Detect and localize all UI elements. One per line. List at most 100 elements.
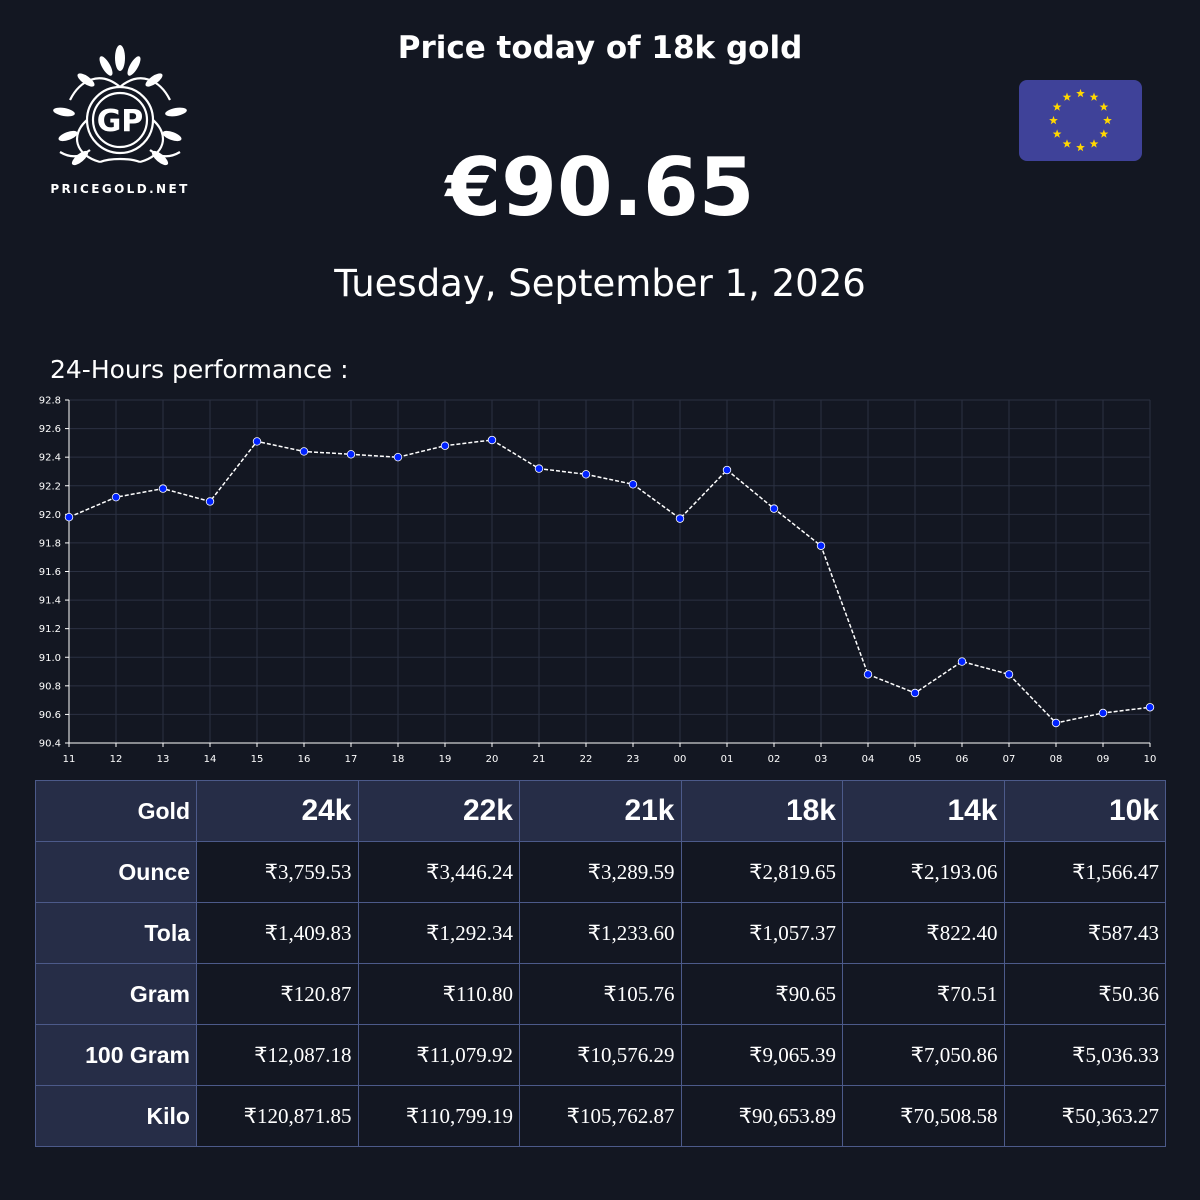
star-icon: [1049, 115, 1058, 125]
x-tick-label: 22: [580, 754, 593, 765]
data-point: [581, 470, 591, 479]
column-header: 24k: [196, 780, 359, 842]
data-point: [158, 484, 168, 493]
x-tick-label: 12: [110, 754, 123, 765]
star-icon: [1052, 102, 1062, 111]
table-cell: ₹90.65: [680, 963, 843, 1025]
y-tick-label: 90.4: [39, 739, 61, 750]
y-tick-label: 91.0: [39, 653, 61, 664]
price-line-chart: 92.8 92.6 92.4 92.2 92.0 91.8 91.6 91.4 91.2 91.0…: [39, 396, 1157, 766]
data-point: [1145, 703, 1155, 712]
x-tick-label: 08: [1050, 754, 1063, 765]
table-cell: ₹90,653.89: [680, 1085, 843, 1147]
table-row: Kilo ₹120,871.85 ₹110,799.19 ₹105,762.87…: [35, 1085, 1166, 1147]
data-point: [487, 435, 497, 445]
table-cell: ₹1,292.34: [357, 902, 520, 964]
price-date: Tuesday, September 1, 2026: [334, 262, 866, 305]
star-icon: [1076, 142, 1085, 152]
x-tick-label: 20: [486, 754, 499, 765]
column-header: 22k: [357, 780, 520, 842]
table-cell: ₹3,759.53: [196, 841, 359, 903]
x-tick-label: 02: [768, 754, 781, 765]
table-header-row: Gold 24k 22k 21k 18k 14k 10k: [35, 780, 1166, 842]
table-corner-header: Gold: [35, 780, 197, 842]
x-tick-label: 05: [909, 754, 922, 765]
data-point: [675, 514, 685, 523]
y-tick-label: 92.4: [39, 453, 61, 464]
star-icon: [1076, 88, 1085, 98]
y-tick-label: 90.6: [39, 710, 61, 721]
table-cell: ₹2,193.06: [842, 841, 1005, 903]
table-cell: ₹120,871.85: [196, 1085, 359, 1147]
data-point: [299, 447, 309, 456]
y-tick-label: 92.0: [39, 510, 61, 521]
wreath-icon: GP: [53, 45, 187, 166]
table-cell: ₹3,289.59: [519, 841, 682, 903]
table-cell: ₹10,576.29: [519, 1024, 682, 1086]
table-cell: ₹11,079.92: [357, 1024, 520, 1086]
star-icon: [1052, 129, 1062, 138]
table-row: 100 Gram ₹12,087.18 ₹11,079.92 ₹10,576.2…: [35, 1024, 1166, 1086]
logo-monogram: GP: [97, 104, 144, 139]
column-header: 18k: [680, 780, 843, 842]
table-row: Ounce ₹3,759.53 ₹3,446.24 ₹3,289.59 ₹2,8…: [35, 841, 1166, 903]
data-point: [910, 688, 920, 698]
data-point: [722, 465, 732, 475]
table-cell: ₹50.36: [1003, 963, 1166, 1025]
site-logo[interactable]: GP PRICEGOLD.NET: [40, 40, 200, 200]
star-icon: [1103, 115, 1112, 125]
row-header: 100 Gram: [35, 1024, 197, 1086]
x-tick-label: 03: [815, 754, 828, 765]
star-icon: [1089, 92, 1099, 101]
x-tick-label: 10: [1144, 754, 1157, 765]
y-tick-label: 91.2: [39, 624, 61, 635]
data-point: [393, 452, 403, 462]
column-header: 14k: [842, 780, 1005, 842]
data-point: [1051, 718, 1061, 728]
y-tick-label: 91.6: [39, 567, 61, 578]
x-tick-label: 23: [627, 754, 640, 765]
star-icon: [1062, 139, 1072, 148]
star-icon: [1089, 139, 1099, 148]
data-point: [628, 480, 638, 489]
row-header: Ounce: [35, 841, 197, 903]
x-tick-label: 17: [345, 754, 358, 765]
table-cell: ₹120.87: [196, 963, 359, 1025]
x-tick-label: 00: [674, 754, 687, 765]
data-point: [863, 670, 873, 679]
table-cell: ₹70,508.58: [842, 1085, 1005, 1147]
data-point: [534, 464, 544, 473]
logo-wordmark: PRICEGOLD.NET: [50, 182, 190, 196]
y-tick-label: 92.2: [39, 481, 61, 492]
x-tick-label: 07: [1003, 754, 1016, 765]
table-cell: ₹9,065.39: [680, 1024, 843, 1086]
data-point: [769, 504, 779, 513]
data-point: [957, 657, 967, 666]
table-cell: ₹2,819.65: [680, 841, 843, 903]
table-cell: ₹1,409.83: [196, 902, 359, 964]
table-cell: ₹110.80: [357, 963, 520, 1025]
star-icon: [1099, 129, 1109, 138]
table-cell: ₹110,799.19: [357, 1085, 520, 1147]
table-cell: ₹50,363.27: [1003, 1085, 1166, 1147]
data-point: [816, 541, 826, 550]
table-cell: ₹1,057.37: [680, 902, 843, 964]
y-tick-label: 92.6: [39, 424, 61, 435]
eu-flag-icon: [1019, 80, 1142, 161]
row-header: Gram: [35, 963, 197, 1025]
table-cell: ₹5,036.33: [1003, 1024, 1166, 1086]
data-point: [252, 437, 262, 446]
y-tick-label: 91.8: [39, 538, 61, 549]
data-point: [64, 512, 74, 522]
current-price: €90.65: [445, 141, 755, 234]
table-cell: ₹1,233.60: [519, 902, 682, 964]
x-tick-label: 01: [721, 754, 734, 765]
page-title: Price today of 18k gold: [397, 30, 803, 66]
table-cell: ₹7,050.86: [842, 1024, 1005, 1086]
table-row: Tola ₹1,409.83 ₹1,292.34 ₹1,233.60 ₹1,05…: [35, 902, 1166, 964]
y-tick-label: 92.8: [39, 396, 61, 407]
x-tick-label: 11: [63, 754, 76, 765]
column-header: 10k: [1003, 780, 1166, 842]
x-tick-label: 19: [439, 754, 452, 765]
table-cell: ₹3,446.24: [357, 841, 520, 903]
